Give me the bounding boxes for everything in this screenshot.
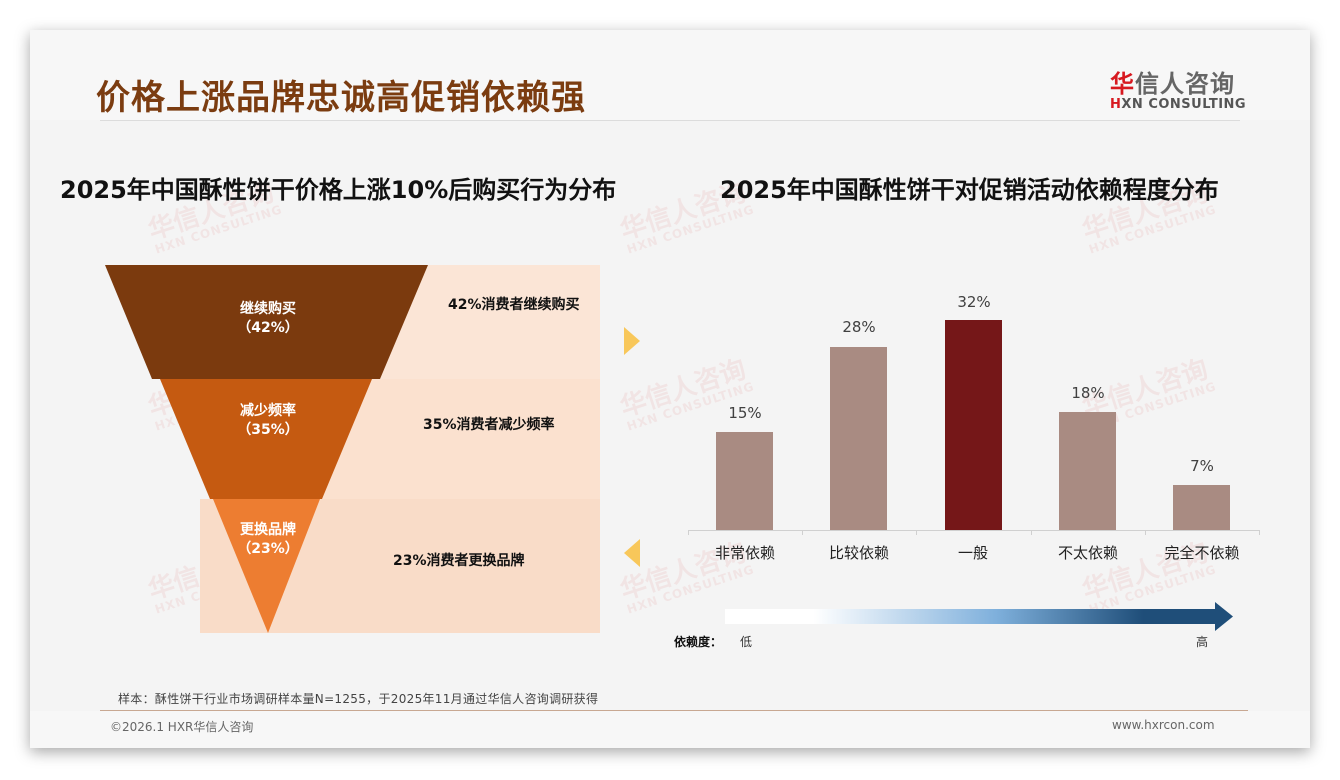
footer-band xyxy=(30,711,1310,748)
bar-fairly-dependent xyxy=(830,347,887,530)
copyright: ©2026.1 HXR华信人咨询 xyxy=(110,720,254,734)
x-axis-tick xyxy=(1031,530,1032,535)
bar-not-dependent xyxy=(1173,485,1230,530)
x-axis-tick xyxy=(688,530,689,535)
funnel-label-switch: 更换品牌 （23%） xyxy=(237,522,299,557)
funnel-annotation-switch: 23%消费者更换品牌 xyxy=(393,553,525,569)
bar-not-very-dependent xyxy=(1059,412,1116,530)
x-axis-label: 比较依赖 xyxy=(828,544,889,562)
funnel-label-continue: 继续购买 （42%） xyxy=(237,301,299,336)
company-logo: 华信人咨询 HXN CONSULTING xyxy=(1110,64,1250,112)
funnel-annotation-continue: 42%消费者继续购买 xyxy=(448,297,580,313)
x-axis-tick xyxy=(802,530,803,535)
slide: 价格上涨品牌忠诚高促销依赖强 华信人咨询 HXN CONSULTING 华信人咨… xyxy=(30,30,1310,748)
dependence-high-label: 高 xyxy=(1196,635,1209,649)
bar-value: 32% xyxy=(957,293,991,311)
funnel-label-reduce: 减少频率 （35%） xyxy=(237,403,299,438)
x-axis-label: 完全不依赖 xyxy=(1164,544,1240,562)
bar-chart: 15% 28% 32% 18% 7% 非常依赖 比较依赖 一般 不太依赖 完全不… xyxy=(688,280,1263,570)
footer-divider xyxy=(100,710,1248,711)
x-axis-tick xyxy=(916,530,917,535)
page-title: 价格上涨品牌忠诚高促销依赖强 xyxy=(96,78,586,118)
funnel-annotation-reduce: 35%消费者减少频率 xyxy=(423,417,555,433)
dependence-low-label: 低 xyxy=(740,635,753,649)
bar-value: 28% xyxy=(842,318,876,336)
bar-value: 18% xyxy=(1071,384,1105,402)
x-axis-label: 一般 xyxy=(957,544,988,562)
logo-cn: 华信人咨询 xyxy=(1110,70,1235,98)
funnel-segment-switch xyxy=(213,499,320,633)
bar-neutral xyxy=(945,320,1002,530)
triangle-left-icon xyxy=(624,539,640,567)
sample-note: 样本：酥性饼干行业市场调研样本量N=1255，于2025年11月通过华信人咨询调… xyxy=(118,692,599,706)
dependence-scale-label: 依赖度： xyxy=(674,635,723,649)
funnel-segment-continue xyxy=(105,265,428,379)
title-divider xyxy=(100,120,1240,121)
x-axis xyxy=(688,530,1260,531)
logo-en: HXN CONSULTING xyxy=(1110,97,1247,112)
website-link[interactable]: www.hxrcon.com xyxy=(1112,718,1215,732)
funnel-chart-title: 2025年中国酥性饼干价格上涨10%后购买行为分布 xyxy=(60,176,617,204)
triangle-right-icon xyxy=(624,327,640,355)
x-axis-label: 非常依赖 xyxy=(714,544,775,562)
x-axis-label: 不太依赖 xyxy=(1057,544,1118,562)
dependence-gradient-arrow-icon xyxy=(725,602,1233,631)
bar-chart-title: 2025年中国酥性饼干对促销活动依赖程度分布 xyxy=(720,176,1219,204)
x-axis-tick xyxy=(1145,530,1146,535)
bar-very-dependent xyxy=(716,432,773,530)
title-band xyxy=(30,30,1310,120)
x-axis-tick xyxy=(1259,530,1260,535)
bar-value: 7% xyxy=(1190,457,1214,475)
funnel-chart xyxy=(105,265,600,633)
funnel-segment-reduce xyxy=(160,379,372,499)
bar-value: 15% xyxy=(728,404,762,422)
